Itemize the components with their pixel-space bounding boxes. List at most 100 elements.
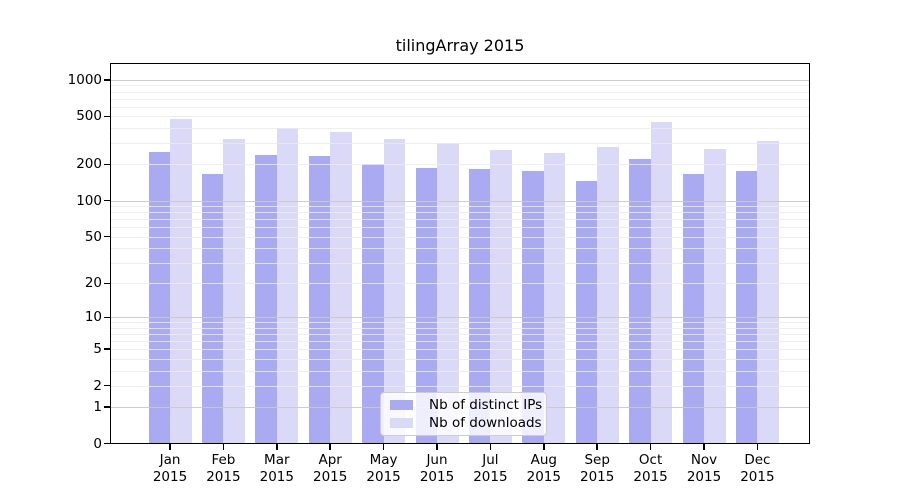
y-tick-label: 10	[84, 309, 102, 326]
y-tick-mark	[104, 163, 110, 166]
x-tick-label: Mar 2015	[259, 452, 294, 485]
y-tick-label: 0	[93, 435, 102, 452]
gridline-minor	[110, 385, 810, 387]
legend-item: Nb of distinct IPs	[390, 398, 542, 412]
gridline-minor	[110, 227, 810, 229]
gridline-minor	[110, 116, 810, 118]
y-tick-mark	[104, 79, 110, 81]
gridline-minor	[110, 262, 810, 264]
gridline-minor	[110, 98, 810, 100]
bar-downloads	[223, 138, 245, 444]
x-tick-mark	[596, 444, 598, 450]
y-tick-mark	[104, 199, 110, 202]
y-tick-mark	[104, 348, 110, 350]
y-tick-label: 20	[84, 275, 102, 292]
gridline-minor	[110, 91, 810, 93]
gridline-minor	[110, 322, 810, 324]
gridline-minor	[110, 106, 810, 108]
x-tick-mark	[703, 444, 705, 450]
x-tick-label: Apr 2015	[313, 452, 348, 485]
x-tick-mark	[382, 444, 385, 450]
bar-ips	[308, 155, 331, 444]
x-tick-mark	[543, 444, 545, 450]
bar-downloads	[704, 149, 726, 444]
x-tick-mark	[169, 444, 171, 450]
x-tick-label: Aug 2015	[526, 452, 561, 485]
x-tick-mark	[436, 444, 438, 450]
gridline-minor	[110, 164, 810, 166]
legend: Nb of distinct IPs Nb of downloads	[380, 392, 547, 436]
gridline-minor	[110, 212, 810, 214]
gridline-minor	[110, 236, 810, 238]
y-tick-label: 1	[93, 399, 102, 416]
y-tick-label: 200	[76, 156, 102, 173]
bar-ips	[201, 174, 224, 444]
legend-label: Nb of distinct IPs	[429, 397, 543, 413]
bar-ips	[522, 171, 544, 444]
bar-downloads	[330, 131, 352, 444]
gridline-minor	[110, 206, 810, 208]
gridline-major	[110, 200, 810, 202]
y-tick-label: 500	[76, 108, 102, 125]
y-tick-mark	[104, 442, 110, 445]
x-tick-label: May 2015	[366, 452, 401, 485]
y-tick-label: 1000	[67, 71, 102, 88]
chart-title: tilingArray 2015	[395, 36, 525, 55]
bar-downloads	[276, 128, 299, 444]
x-tick-mark	[276, 444, 278, 450]
gridline-minor	[110, 334, 810, 336]
y-tick-mark	[104, 406, 110, 408]
gridline-minor	[110, 283, 810, 285]
bar-downloads	[757, 141, 779, 444]
bar-ips	[362, 164, 384, 444]
y-tick-label: 5	[93, 341, 102, 358]
gridline-minor	[110, 327, 810, 329]
x-tick-mark	[329, 444, 331, 450]
gridline-minor	[110, 128, 810, 130]
y-tick-label: 2	[93, 377, 102, 394]
y-tick-label: 100	[76, 192, 102, 209]
x-tick-mark	[756, 444, 759, 450]
gridline-minor	[110, 143, 810, 145]
bar-downloads	[597, 147, 619, 444]
x-tick-label: Nov 2015	[686, 452, 722, 485]
bar-downloads	[650, 121, 673, 444]
bar-ips	[629, 159, 651, 444]
bar-downloads	[170, 119, 192, 444]
y-tick-mark	[104, 235, 110, 238]
gridline-minor	[110, 341, 810, 343]
legend-item: Nb of downloads	[390, 416, 542, 430]
x-tick-label: Jun 2015	[419, 452, 455, 485]
gridline-minor	[110, 349, 810, 351]
x-tick-mark	[222, 444, 225, 450]
bar-downloads	[490, 149, 512, 444]
y-tick-mark	[104, 316, 110, 319]
gridline-minor	[110, 370, 810, 372]
x-tick-label: Sep 2015	[580, 452, 615, 485]
x-tick-label: Feb 2015	[206, 452, 241, 485]
bar-downloads	[383, 138, 406, 444]
bar-ips	[682, 174, 704, 444]
gridline-major	[110, 317, 810, 319]
y-tick-mark	[104, 115, 110, 118]
bar-ips	[148, 151, 170, 444]
plot-area	[110, 63, 810, 444]
gridline-minor	[110, 248, 810, 250]
x-tick-mark	[649, 444, 652, 450]
y-tick-mark	[104, 384, 110, 387]
bar-ips	[255, 154, 277, 444]
legend-swatch-downloads	[390, 418, 413, 428]
x-tick-mark	[489, 444, 492, 450]
gridline-major	[110, 79, 810, 81]
bar-ips	[735, 170, 758, 444]
gridline-minor	[110, 85, 810, 87]
y-tick-mark	[104, 282, 110, 285]
legend-label: Nb of downloads	[429, 415, 542, 431]
legend-swatch-ips	[390, 400, 413, 410]
bar-downloads	[543, 153, 566, 444]
gridline-minor	[110, 219, 810, 221]
y-tick-label: 50	[84, 228, 102, 245]
bar-ips	[575, 180, 598, 444]
gridline-minor	[110, 358, 810, 360]
